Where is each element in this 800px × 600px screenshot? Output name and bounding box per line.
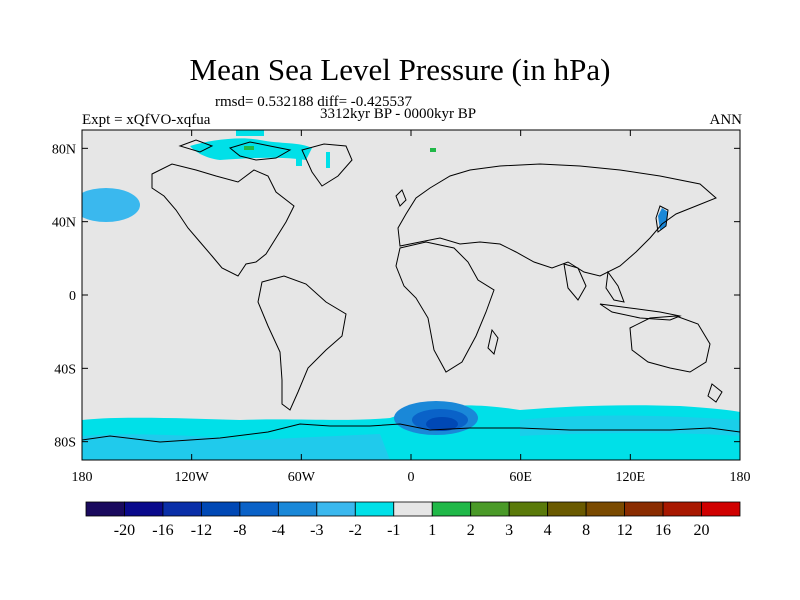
period-label: 3312kyr BP - 0000kyr BP: [320, 106, 477, 122]
colorbar-label: -4: [272, 522, 285, 539]
colorbar-swatch: [201, 501, 241, 517]
colorbar-label: 20: [694, 522, 710, 539]
colorbar-label: -8: [233, 522, 246, 539]
colorbar-label: 2: [467, 522, 475, 539]
lon-tick-label: 0: [408, 470, 415, 485]
colorbar-label: -1: [387, 522, 400, 539]
colorbar-swatch: [354, 501, 395, 517]
colorbar-swatch: [124, 501, 164, 517]
colorbar: -20 -16 -12 -8 -4 -3 -2 -1 1 2 3 4 8 12 16 20: [85, 501, 741, 539]
arctic-green-2: [430, 148, 436, 152]
colorbar-swatch: [624, 501, 664, 517]
coast-antarctica: [82, 423, 740, 443]
japan-anomaly: [658, 208, 668, 230]
coast-arctic-islands: [178, 139, 292, 161]
colorbar-label: 4: [544, 522, 552, 539]
axis-ticks: 180 120W 60W 0 60E 120E 180 80N 40N 0 40S 80S: [52, 130, 751, 485]
coast-south-america: [257, 275, 347, 411]
colorbar-label: -3: [310, 522, 323, 539]
colorbar-swatch: [470, 501, 510, 517]
coast-uk: [395, 189, 407, 207]
colorbar-swatch: [393, 501, 433, 517]
season-label: ANN: [709, 112, 743, 128]
arctic-strip-2: [296, 148, 302, 166]
colorbar-swatch: [431, 501, 472, 517]
coast-india: [563, 263, 587, 301]
experiment-label: Expt = xQfVO-xqfua: [82, 112, 211, 128]
southern-ocean-inner: [82, 434, 390, 460]
arctic-strip-3: [326, 152, 330, 168]
arctic-strip-1: [236, 130, 264, 136]
lon-tick-label: 60E: [509, 470, 532, 485]
lon-tick-label: 120W: [175, 470, 210, 485]
coast-se-asia: [605, 270, 625, 303]
lon-tick-label: 120E: [616, 470, 646, 485]
map-title: Mean Sea Level Pressure (in hPa): [189, 52, 611, 87]
coast-north-america: [151, 163, 295, 277]
colorbar-label: -2: [349, 522, 362, 539]
colorbar-swatch: [508, 501, 549, 517]
colorbar-swatch: [239, 501, 279, 517]
coast-australia: [629, 315, 711, 373]
coast-japan: [655, 205, 669, 233]
lon-tick-label: 60W: [288, 470, 316, 485]
coast-madagascar: [487, 328, 499, 355]
coast-indonesia: [599, 303, 682, 321]
colorbar-label: 12: [617, 522, 633, 539]
colorbar-swatch: [162, 501, 202, 517]
colorbar-swatch: [585, 501, 625, 517]
lat-tick-label: 40S: [54, 362, 76, 377]
colorbar-label: -20: [114, 522, 135, 539]
north-pacific-anomaly: [82, 188, 140, 222]
lon-tick-label: 180: [72, 470, 93, 485]
colorbar-swatch: [701, 501, 741, 517]
coastlines: [82, 139, 740, 443]
lat-tick-label: 80N: [52, 142, 76, 157]
stats-line: rmsd= 0.532188 diff= -0.425537: [215, 94, 413, 110]
lat-tick-label: 40N: [52, 216, 76, 231]
coast-new-zealand: [707, 383, 723, 403]
colorbar-swatch: [662, 501, 702, 517]
colorbar-label: -16: [152, 522, 173, 539]
coast-africa: [395, 241, 495, 373]
east-antarctic-inner: [520, 415, 740, 436]
colorbar-label: 16: [655, 522, 671, 539]
colorbar-swatch: [547, 501, 587, 517]
colorbar-swatch: [316, 501, 356, 517]
lat-tick-label: 0: [69, 289, 76, 304]
lat-tick-label: 80S: [54, 436, 76, 451]
colorbar-swatch: [277, 501, 318, 517]
lon-tick-label: 180: [730, 470, 751, 485]
coast-greenland: [301, 143, 353, 187]
coast-eurasia: [397, 163, 717, 277]
colorbar-label: 3: [505, 522, 513, 539]
colorbar-label: 8: [582, 522, 590, 539]
arctic-green-1: [244, 146, 254, 150]
colorbar-swatch: [85, 501, 125, 517]
weddell-low-core: [426, 417, 458, 431]
colorbar-label: 1: [428, 522, 436, 539]
colorbar-label: -12: [191, 522, 212, 539]
